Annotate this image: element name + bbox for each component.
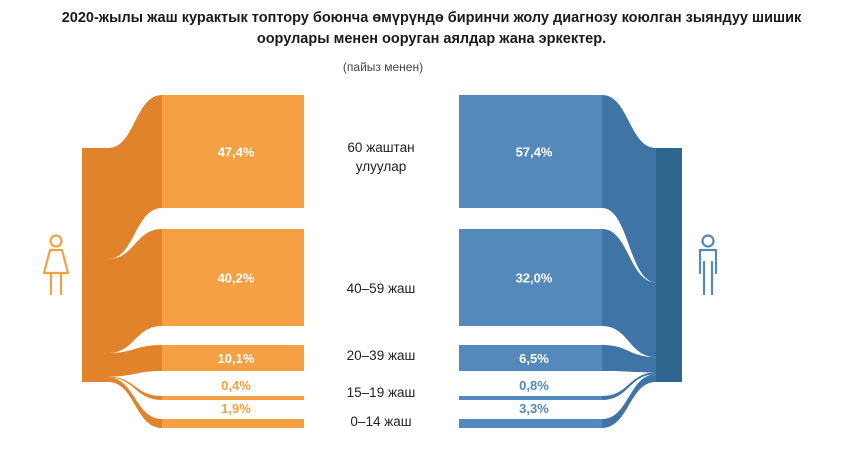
- female-icon: [42, 234, 70, 296]
- category-label-0: 60 жаштан улуулар: [347, 140, 414, 174]
- male-value-label-2: 6,5%: [519, 351, 549, 366]
- male-value-label-1: 32,0%: [516, 271, 553, 286]
- female-flow-3: [108, 376, 162, 400]
- male-bar-0: [459, 95, 602, 208]
- female-bar-1: [162, 229, 304, 326]
- title-line-1: 2020-жылы жаш курактык топтору боюнча өм…: [61, 10, 802, 26]
- female-flow-0: [108, 95, 162, 259]
- female-value-label-2: 10,1%: [218, 351, 255, 366]
- male-total-bar: [656, 148, 682, 382]
- male-value-label-4: 3,3%: [519, 401, 549, 416]
- male-icon: [698, 234, 718, 296]
- category-label-4: 0–14 жаш: [350, 414, 411, 429]
- title-line-2: оорулары менен ооруган аялдар жана эркек…: [256, 31, 607, 47]
- female-value-label-0: 47,4%: [218, 145, 255, 160]
- category-label-3: 15–19 жаш: [347, 385, 416, 400]
- male-bar-4: [459, 419, 602, 428]
- female-flow-4: [108, 377, 162, 428]
- female-flow-2: [108, 345, 162, 377]
- chart-subtitle: (пайыз менен): [342, 60, 424, 74]
- category-label-1: 40–59 жаш: [347, 281, 416, 296]
- female-bar-4: [162, 419, 304, 428]
- male-flow-2: [602, 345, 656, 373]
- female-value-label-3: 0,4%: [221, 378, 251, 393]
- female-bar-2: [162, 345, 304, 371]
- female-bar-3: [162, 396, 304, 400]
- female-bar-0: [162, 95, 304, 208]
- male-bar-2: [459, 345, 602, 371]
- female-value-label-1: 40,2%: [218, 271, 255, 286]
- female-total-bar: [82, 148, 108, 382]
- male-bar-1: [459, 229, 602, 326]
- female-flow-1: [108, 229, 162, 353]
- male-flow-0: [602, 95, 656, 283]
- male-bar-3: [459, 396, 602, 400]
- male-flow-3: [602, 372, 656, 400]
- male-value-label-3: 0,8%: [519, 378, 549, 393]
- male-flow-4: [602, 374, 656, 428]
- male-flow-1: [602, 229, 656, 358]
- chart-title: 2020-жылы жаш курактык топтору боюнча өм…: [0, 8, 863, 50]
- category-label-2: 20–39 жаш: [347, 348, 416, 363]
- male-value-label-0: 57,4%: [516, 145, 553, 160]
- female-value-label-4: 1,9%: [221, 401, 251, 416]
